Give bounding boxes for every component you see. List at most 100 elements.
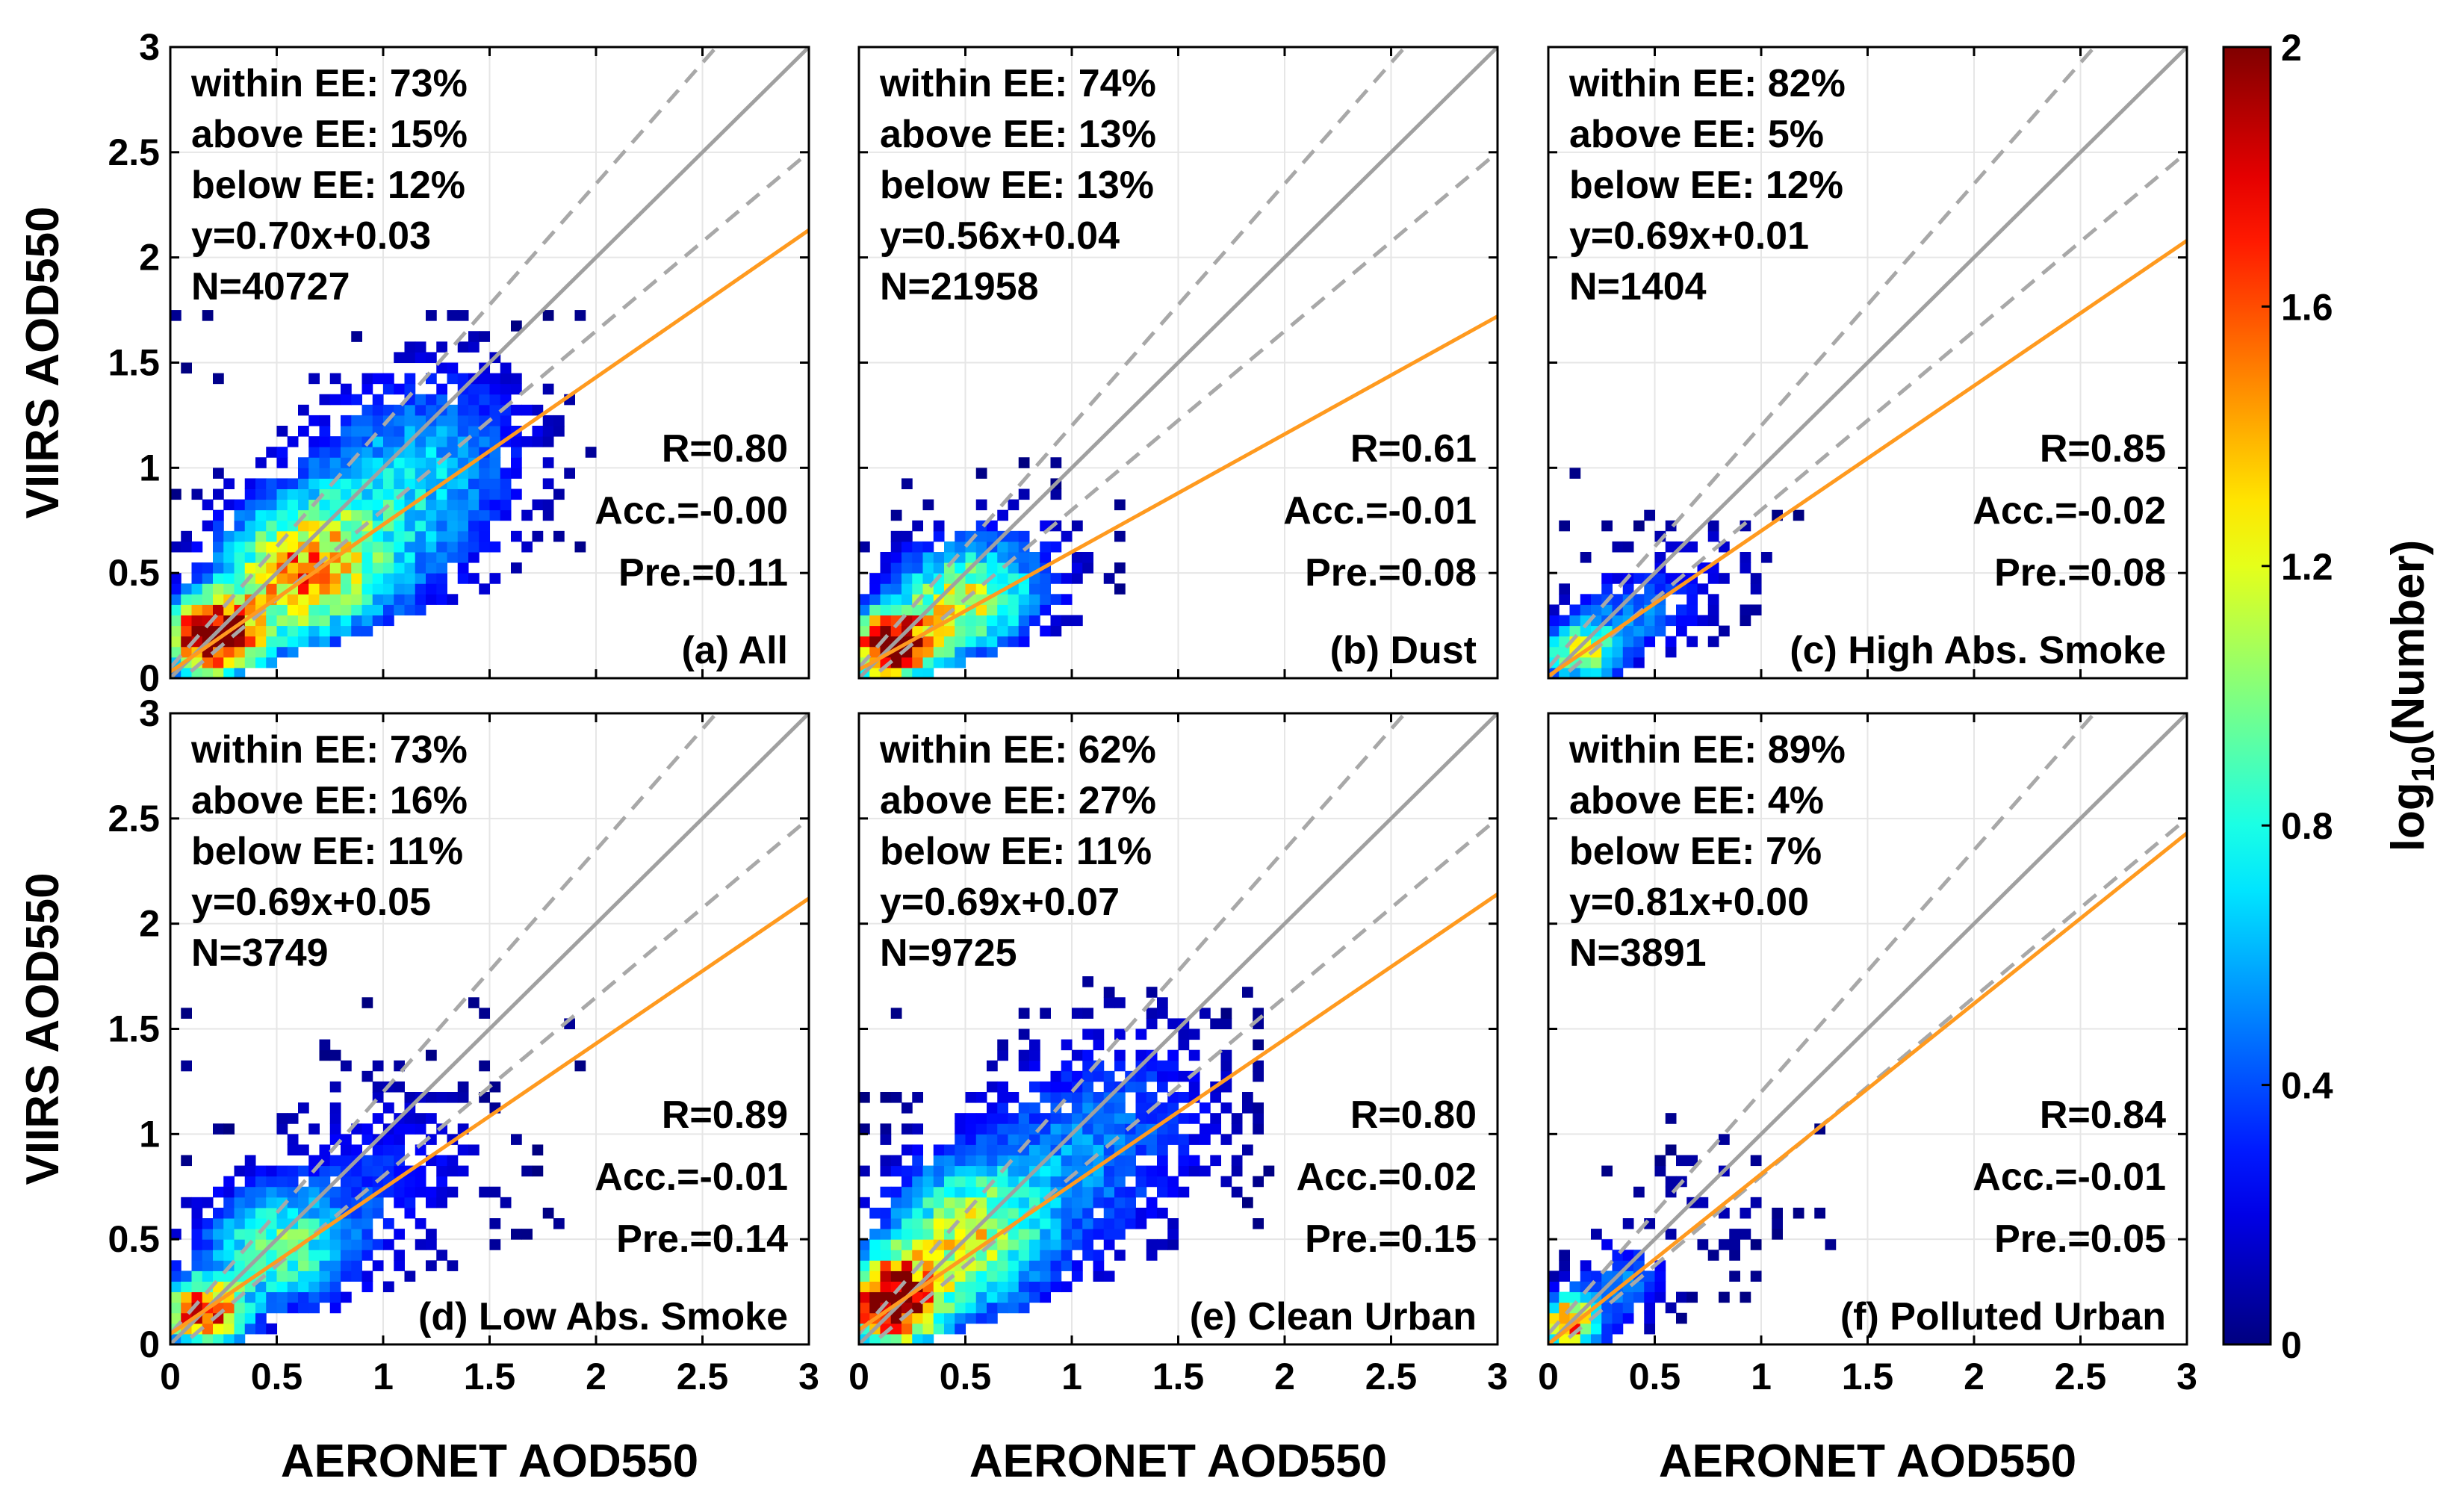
density-cell — [1750, 583, 1762, 595]
density-cell — [511, 447, 522, 458]
density-cell — [901, 594, 913, 605]
density-cell — [447, 530, 459, 542]
x-tick-label: 3 — [1487, 1356, 1508, 1397]
density-cell — [912, 1291, 923, 1303]
stat-line: within EE: 74% — [879, 62, 1156, 105]
density-cell — [361, 573, 373, 584]
density-cell — [329, 530, 341, 542]
density-cell — [1601, 1333, 1613, 1344]
density-cell — [1125, 1186, 1136, 1198]
density-cell — [213, 1123, 224, 1135]
density-cell — [223, 1250, 235, 1261]
density-cell — [1665, 1113, 1677, 1124]
density-cell — [975, 1281, 987, 1293]
density-cell — [880, 625, 892, 637]
density-cell — [1686, 1291, 1698, 1303]
density-cell — [479, 373, 490, 385]
density-cell — [234, 1260, 246, 1271]
density-cell — [1167, 1176, 1179, 1188]
reference-lines — [1548, 47, 2187, 678]
density-cell — [542, 509, 554, 521]
density-cell — [1157, 1144, 1168, 1155]
density-cell — [1548, 1281, 1560, 1293]
density-cell — [1146, 1144, 1158, 1155]
density-cell — [975, 1144, 987, 1155]
density-cell — [276, 457, 288, 468]
density-cell — [1591, 1270, 1602, 1282]
density-cell — [1220, 1134, 1232, 1145]
density-cell — [308, 520, 320, 532]
density-cell — [1707, 604, 1719, 615]
density-cell — [361, 541, 373, 553]
density-cell — [308, 1186, 320, 1198]
density-cell — [1008, 1197, 1020, 1208]
density-cell — [901, 1229, 913, 1240]
density-cell — [287, 1113, 299, 1124]
density-cell — [308, 1270, 320, 1282]
density-cell — [922, 646, 934, 658]
density-cell — [191, 1197, 203, 1208]
density-cell — [457, 426, 469, 437]
one-to-one-line — [859, 47, 1498, 678]
density-cell — [1082, 552, 1093, 563]
density-cell — [955, 1186, 966, 1198]
density-cell — [532, 1144, 544, 1155]
density-cell — [341, 625, 352, 637]
density-cell — [298, 1250, 309, 1261]
density-cell — [1093, 1039, 1105, 1051]
density-cell — [457, 447, 469, 458]
density-cell — [987, 1197, 998, 1208]
density-cell — [319, 1207, 331, 1219]
density-cell — [426, 1260, 437, 1271]
density-cell — [287, 1270, 299, 1282]
density-cell — [933, 657, 945, 668]
density-cell — [500, 509, 512, 521]
density-cell — [404, 404, 416, 416]
density-cell — [372, 604, 384, 615]
density-cell — [447, 594, 459, 605]
density-cell — [975, 1302, 987, 1314]
density-cell — [223, 646, 235, 658]
density-cell — [276, 636, 288, 648]
density-cell — [479, 488, 490, 500]
density-cell — [436, 415, 447, 426]
density-cell — [383, 1144, 394, 1155]
density-cell — [944, 541, 955, 553]
stat-line: below EE: 12% — [1569, 164, 1843, 207]
density-cell — [383, 552, 394, 563]
density-cell — [1114, 1207, 1126, 1219]
density-cell — [287, 488, 299, 500]
density-cell — [1093, 1028, 1105, 1040]
density-cell — [965, 1176, 977, 1188]
density-cell — [308, 1302, 320, 1314]
density-cell — [489, 499, 501, 511]
density-cell — [1622, 1302, 1634, 1314]
density-cell — [341, 1060, 352, 1072]
density-cell — [479, 331, 490, 342]
density-cell — [1082, 1176, 1093, 1188]
density-cell — [965, 1165, 977, 1177]
density-cell — [457, 541, 469, 553]
density-cell — [1018, 1250, 1030, 1261]
density-cell — [457, 509, 469, 521]
density-cell — [975, 1197, 987, 1208]
density-cell — [351, 1229, 362, 1240]
density-cell — [202, 1197, 214, 1208]
density-cell — [404, 1176, 416, 1188]
density-cell — [859, 541, 870, 553]
density-cell — [308, 541, 320, 553]
density-cell — [912, 1218, 923, 1229]
density-cell — [191, 1239, 203, 1250]
density-cell — [1167, 1123, 1179, 1135]
density-cell — [987, 1113, 998, 1124]
density-cell — [922, 657, 934, 668]
density-cell — [244, 530, 256, 542]
density-cell — [234, 541, 246, 553]
density-cell — [298, 520, 309, 532]
density-cell — [479, 383, 490, 395]
density-cell — [319, 426, 331, 437]
density-cell — [1622, 604, 1634, 615]
density-cell — [1072, 1207, 1083, 1219]
density-cell — [447, 362, 459, 374]
density-cell — [997, 636, 1008, 648]
